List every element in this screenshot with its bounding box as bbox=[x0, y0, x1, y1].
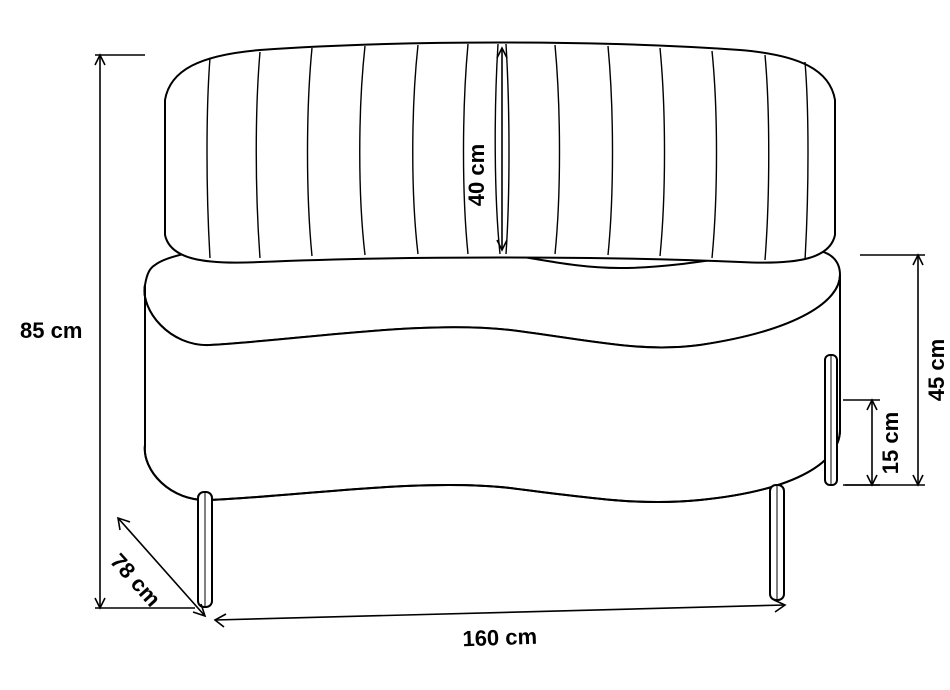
dim-leg-height bbox=[843, 400, 880, 485]
label-depth: 78 cm bbox=[105, 548, 165, 611]
label-total-height: 85 cm bbox=[20, 318, 82, 343]
sofa-seat-base bbox=[144, 241, 840, 502]
label-leg-height: 15 cm bbox=[878, 412, 903, 474]
label-back-height: 40 cm bbox=[464, 144, 489, 206]
sofa-backrest bbox=[165, 43, 835, 263]
dim-width bbox=[215, 600, 785, 627]
label-seat-height: 45 cm bbox=[924, 339, 949, 401]
label-width: 160 cm bbox=[462, 624, 537, 652]
sofa-dimension-diagram: 85 cm 40 cm 45 cm 15 cm 160 cm 78 cm bbox=[0, 0, 950, 690]
